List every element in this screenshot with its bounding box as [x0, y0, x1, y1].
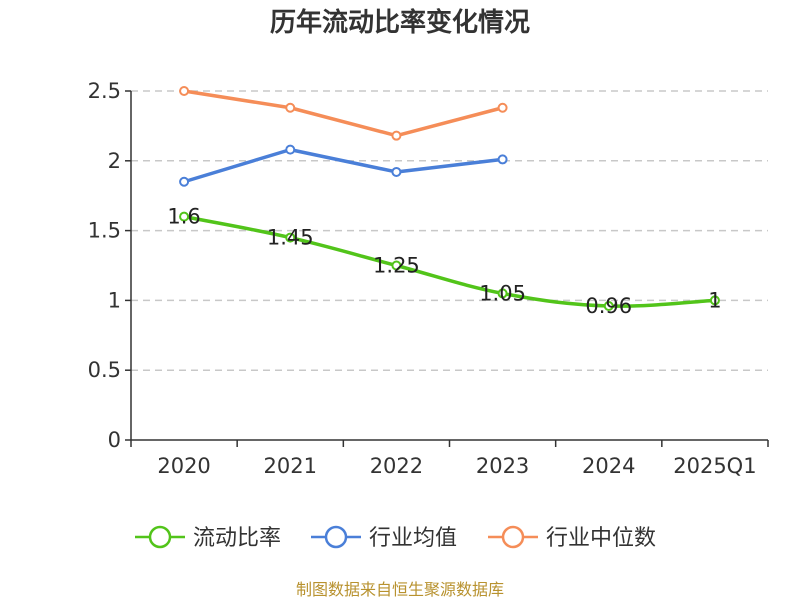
data-point-s0-1 [285, 232, 296, 243]
x-tick-label-0: 2020 [157, 454, 210, 478]
data-point-s1-1 [285, 144, 296, 155]
data-label-3: 1.05 [479, 281, 526, 305]
y-tick-label-1: 0.5 [88, 358, 121, 382]
grid-lines [131, 90, 768, 371]
chart-title: 历年流动比率变化情况 [270, 7, 530, 38]
legend-marker-2 [501, 525, 525, 549]
y-tick-label-4: 2 [108, 149, 121, 173]
x-tick-label-5: 2025Q1 [673, 454, 756, 478]
series-group [179, 86, 720, 311]
series-line-1 [183, 147, 503, 184]
y-tick-label-2: 1 [108, 288, 121, 312]
x-tick-label-2: 2022 [370, 454, 423, 478]
data-labels: 1.6 1.45 1.25 1.05 0.96 1 [167, 205, 721, 318]
data-label-0: 1.6 [167, 205, 200, 229]
data-point-s1-3 [497, 154, 508, 165]
series-line-0 [183, 214, 716, 308]
axes: 0 0.5 1 1.5 2 2.5 2020 2021 2022 2023 2024 2025Q1 [88, 79, 769, 478]
data-point-s2-1 [285, 102, 296, 113]
data-label-4: 0.96 [585, 294, 632, 318]
legend-label-2: 行业中位数 [546, 526, 656, 551]
legend: 流动比率 行业均值 行业中位数 [135, 525, 656, 551]
data-point-s0-3 [497, 288, 508, 299]
x-tick-label-3: 2023 [476, 454, 529, 478]
series-line-2 [183, 89, 504, 138]
data-point-s0-2 [391, 260, 402, 271]
data-point-s2-0 [179, 86, 190, 96]
legend-label-1: 行业均值 [369, 526, 457, 551]
legend-marker-1 [324, 525, 348, 549]
data-label-2: 1.25 [373, 254, 420, 278]
legend-label-0: 流动比率 [193, 526, 281, 551]
data-point-s0-0 [179, 211, 190, 222]
y-tick-label-0: 0 [108, 428, 121, 452]
data-label-1: 1.45 [267, 226, 314, 250]
legend-marker-0 [148, 525, 172, 549]
y-tick-label-3: 1.5 [88, 219, 121, 243]
data-point-s0-5 [709, 295, 720, 306]
data-label-5: 1 [708, 288, 721, 312]
data-point-s2-2 [391, 130, 402, 141]
data-source-note: 制图数据来自恒生聚源数据库 [296, 580, 504, 599]
x-tick-label-1: 2021 [264, 454, 317, 478]
data-point-s1-0 [179, 176, 190, 187]
data-point-s1-2 [391, 166, 402, 177]
data-point-s2-3 [497, 102, 508, 113]
x-tick-label-4: 2024 [582, 454, 635, 478]
data-point-s0-4 [603, 300, 614, 311]
y-tick-label-5: 2.5 [88, 79, 121, 103]
